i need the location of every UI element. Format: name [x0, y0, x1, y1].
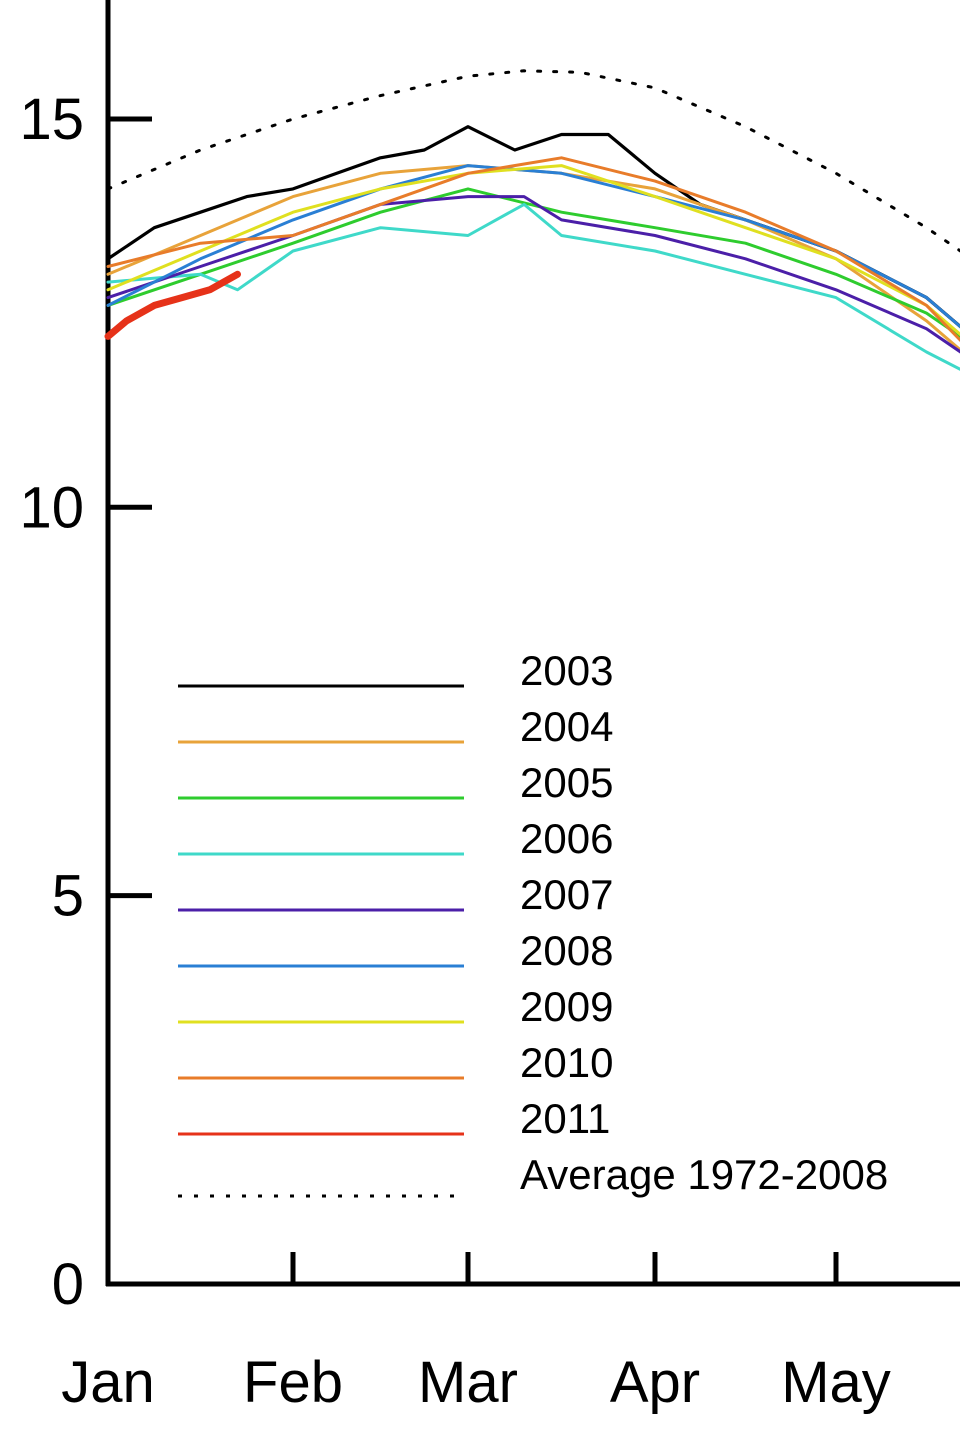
- y-tick-label: 5: [52, 864, 84, 929]
- series-line-2006: [106, 202, 960, 371]
- legend-label: Average 1972-2008: [520, 1151, 888, 1198]
- x-tick-label: Mar: [418, 1350, 518, 1415]
- legend-label: 2006: [520, 815, 613, 862]
- series-line-2003: [106, 125, 960, 329]
- series-line-2008: [106, 164, 960, 329]
- x-tick-label: Jan: [61, 1350, 155, 1415]
- y-tick-label: 10: [19, 475, 84, 540]
- chart-axes: 0 5 10 15 Jan Feb Mar Apr May: [19, 0, 960, 1415]
- legend-label: 2007: [520, 871, 613, 918]
- legend-label: 2011: [520, 1095, 610, 1142]
- series-line-2010: [106, 156, 960, 343]
- series-line-2005: [106, 187, 960, 338]
- x-tick-label: Feb: [243, 1350, 343, 1415]
- series-line-2009: [106, 164, 960, 337]
- y-tick-label: 15: [19, 87, 84, 152]
- series-lines: [104, 69, 960, 371]
- series-line-average-1972-2008: [106, 69, 960, 253]
- legend-label: 2009: [520, 983, 613, 1030]
- legend-label: 2010: [520, 1039, 613, 1086]
- legend-label: 2004: [520, 703, 613, 750]
- legend-label: 2003: [520, 647, 613, 694]
- x-tick-label: Apr: [610, 1350, 700, 1415]
- x-tick-label: May: [781, 1350, 891, 1415]
- legend-label: 2005: [520, 759, 613, 806]
- y-tick-label: 0: [52, 1252, 84, 1317]
- series-line-2011: [104, 270, 241, 340]
- chart-legend: 2003 2004 2005 2006 2007 2008 2009 2010 2011 Aver…: [178, 647, 888, 1198]
- series-line-2007: [106, 195, 960, 354]
- legend-label: 2008: [520, 927, 613, 974]
